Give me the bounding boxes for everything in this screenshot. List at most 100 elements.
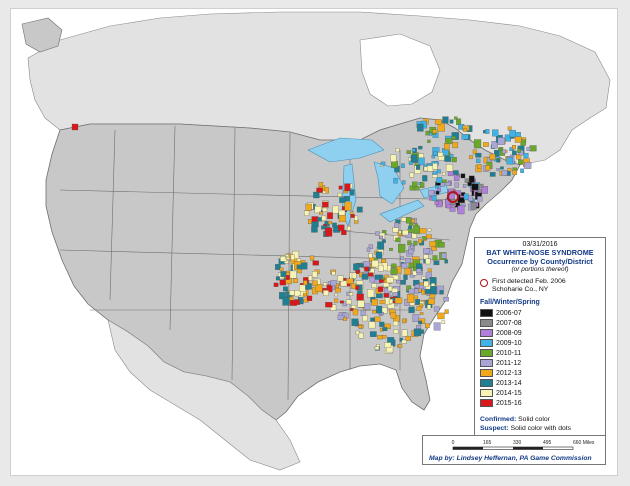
county-patch xyxy=(453,175,460,182)
county-patch xyxy=(367,289,375,298)
county-patch xyxy=(392,227,399,233)
county-patch xyxy=(523,152,529,159)
county-patch xyxy=(406,294,415,303)
county-patch xyxy=(334,293,339,297)
county-patch xyxy=(436,169,441,174)
county-patch xyxy=(280,271,287,278)
county-patch xyxy=(429,293,436,299)
season-label: 2010-11 xyxy=(496,349,522,357)
county-patch xyxy=(418,157,425,166)
season-swatch xyxy=(480,369,493,377)
county-patch xyxy=(449,119,454,124)
county-patch xyxy=(413,225,420,234)
county-patch xyxy=(454,116,458,120)
county-patch xyxy=(380,161,386,166)
county-patch xyxy=(322,190,326,194)
county-patch xyxy=(352,309,359,316)
county-patch xyxy=(401,339,407,344)
county-patch xyxy=(349,211,354,215)
county-patch xyxy=(402,229,409,236)
county-patch xyxy=(419,228,427,234)
county-patch xyxy=(485,165,491,171)
county-patch xyxy=(368,253,373,259)
county-patch xyxy=(408,249,414,255)
county-patch xyxy=(343,317,347,321)
county-patch xyxy=(305,203,312,211)
county-patch xyxy=(470,202,477,210)
county-patch xyxy=(461,134,469,140)
county-patch xyxy=(424,288,431,294)
county-patch xyxy=(321,215,327,221)
county-patch xyxy=(313,191,320,199)
county-patch xyxy=(391,161,398,168)
county-patch xyxy=(425,130,430,136)
state-borders xyxy=(59,125,471,401)
county-patch xyxy=(354,215,359,221)
county-patch xyxy=(433,322,441,331)
county-patch xyxy=(472,149,477,155)
county-patch xyxy=(471,183,479,191)
county-patch xyxy=(430,283,436,287)
county-patch xyxy=(443,297,449,302)
county-patch xyxy=(507,167,512,172)
county-patch xyxy=(524,162,532,169)
county-patch xyxy=(326,284,333,293)
county-patch xyxy=(374,316,381,322)
county-patch xyxy=(476,158,481,163)
hudson-bay xyxy=(359,33,441,107)
county-patch xyxy=(379,235,384,240)
county-patch xyxy=(347,226,351,231)
county-patch xyxy=(377,286,384,292)
county-patch xyxy=(423,248,430,254)
county-patch xyxy=(427,304,431,310)
county-patch xyxy=(412,314,420,322)
county-patch xyxy=(506,157,514,165)
season-row: 2006-07 xyxy=(480,308,600,318)
county-patch xyxy=(349,189,355,196)
county-patch xyxy=(312,260,319,266)
county-patch xyxy=(449,153,454,158)
county-patch xyxy=(417,123,424,132)
county-patch xyxy=(496,168,500,171)
county-patch xyxy=(445,181,451,186)
county-patch xyxy=(379,274,384,279)
season-label: 2009-10 xyxy=(496,339,522,347)
county-patch xyxy=(463,193,469,200)
county-patch xyxy=(371,260,379,268)
county-patch xyxy=(332,222,337,228)
county-patch xyxy=(351,272,357,279)
county-patch xyxy=(437,152,444,157)
county-patch xyxy=(433,151,438,156)
county-patch xyxy=(374,346,380,350)
county-patch xyxy=(401,163,405,168)
season-swatch xyxy=(480,339,493,347)
county-patch xyxy=(401,329,408,337)
county-patch xyxy=(427,268,432,272)
county-patch xyxy=(325,302,333,308)
county-patch xyxy=(322,201,329,208)
scale-tick-label: 330 xyxy=(513,440,522,446)
county-patch xyxy=(327,212,333,220)
season-row: 2012-13 xyxy=(480,368,600,378)
county-patch xyxy=(309,255,315,261)
season-row: 2014-15 xyxy=(480,388,600,398)
county-patch xyxy=(438,242,445,248)
season-label: 2008-09 xyxy=(496,329,522,337)
county-patch xyxy=(502,149,506,154)
county-patch xyxy=(468,195,474,202)
lake-erie xyxy=(379,199,425,223)
season-row: 2010-11 xyxy=(480,348,600,358)
county-patch xyxy=(428,298,435,305)
county-patch xyxy=(394,297,403,304)
county-patch xyxy=(463,128,468,132)
county-patch xyxy=(457,205,465,215)
county-patch xyxy=(432,171,438,175)
county-patch xyxy=(444,309,449,314)
season-swatch xyxy=(480,399,493,407)
confirmed-value: Solid color xyxy=(518,416,550,423)
mexico-landmass xyxy=(107,319,301,471)
season-heading: Fall/Winter/Spring xyxy=(480,299,540,306)
county-patch xyxy=(325,227,333,237)
county-patch xyxy=(501,170,508,176)
county-patch xyxy=(296,264,302,270)
